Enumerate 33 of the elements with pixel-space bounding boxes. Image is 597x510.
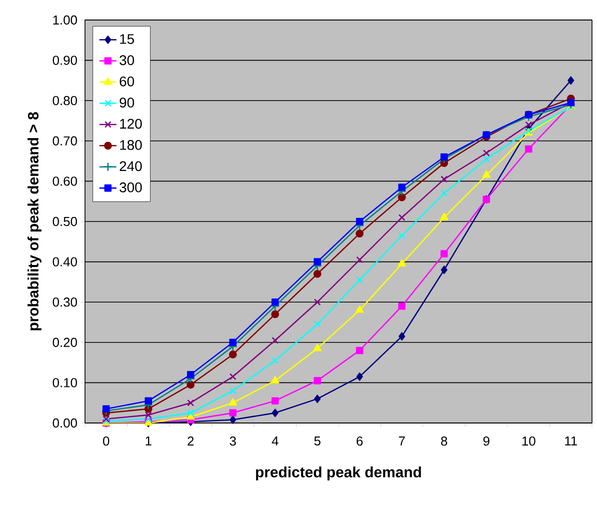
y-tick-label: 0.50 [52, 216, 77, 226]
legend-label: 300 [120, 182, 142, 192]
legend-label: 180 [120, 140, 142, 150]
x-tick-label: 10 [522, 436, 536, 446]
legend-label: 240 [120, 161, 142, 172]
x-tick-label: 0 [103, 436, 110, 446]
legend-label: 60 [120, 76, 134, 86]
y-tick-label: 0.20 [52, 338, 77, 347]
x-tick-label: 8 [441, 436, 448, 446]
x-tick-label: 9 [483, 436, 490, 446]
x-tick-label: 3 [230, 436, 236, 446]
y-tick-label: 0.40 [52, 257, 77, 266]
legend-label: 30 [120, 55, 134, 66]
y-axis-title: probability of peak demand > 8 [28, 112, 42, 330]
x-axis-title: predicted peak demand [256, 466, 421, 480]
y-tick-label: 0.30 [52, 298, 77, 307]
legend-label: 120 [120, 118, 142, 129]
x-tick-label: 11 [565, 436, 577, 446]
x-tick-label: 6 [356, 436, 363, 446]
y-tick-label: 1.00 [53, 15, 77, 25]
x-tick-label: 7 [398, 436, 405, 446]
x-tick-label: 4 [272, 436, 278, 446]
y-tick-label: 0.80 [52, 96, 77, 106]
y-tick-label: 0.00 [52, 418, 77, 428]
legend-label: 15 [120, 34, 134, 44]
y-tick-label: 0.10 [52, 378, 77, 388]
legend-label: 90 [120, 98, 134, 108]
y-tick-label: 0.70 [52, 136, 77, 146]
x-tick-label: 5 [314, 436, 320, 446]
y-tick-label: 0.90 [52, 56, 77, 65]
x-tick-label: 1 [146, 436, 152, 446]
y-tick-label: 0.60 [52, 176, 77, 186]
x-tick-label: 2 [188, 436, 194, 446]
